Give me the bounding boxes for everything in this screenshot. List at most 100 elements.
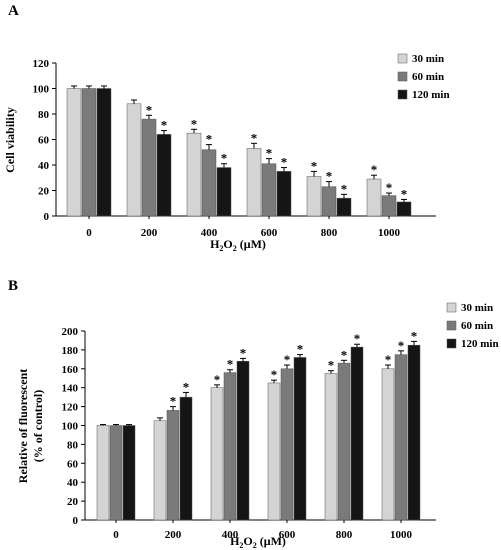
significance-star: *	[328, 358, 335, 373]
bar-60-min-200	[141, 118, 157, 217]
x-tick-label: 200	[165, 529, 182, 541]
bar-30-min-0	[96, 425, 110, 521]
y-tick-label: 200	[62, 326, 79, 338]
x-tick-label: 400	[222, 529, 239, 541]
significance-star: *	[398, 338, 405, 353]
bar-30-min-800	[306, 176, 322, 217]
bar-120-min-800	[336, 197, 352, 217]
significance-star: *	[227, 357, 234, 372]
x-tick-label: 200	[141, 227, 158, 239]
significance-star: *	[271, 367, 278, 382]
legend-swatch	[397, 71, 408, 82]
x-tick-label: 0	[113, 529, 119, 541]
legend-label: 60 min	[412, 71, 444, 83]
legend-label: 30 min	[412, 53, 444, 65]
panel-A: A 0 20 40 60 80 100 120 0 * * 200 * * * 400 * * * 600 * * * 800…	[3, 3, 450, 239]
bar-60-min-0	[109, 425, 123, 521]
significance-star: *	[401, 186, 408, 201]
x-tick-label: 0	[86, 227, 92, 239]
significance-star: *	[146, 102, 153, 117]
y-tick-label: 120	[33, 58, 50, 70]
bar-60-min-600	[261, 163, 277, 217]
bar-60-min-400	[223, 372, 237, 521]
x-axis-title: H2​O2​ (μM)	[230, 534, 286, 550]
y-tick-label: 120	[62, 402, 79, 414]
significance-star: *	[281, 155, 288, 170]
legend-label: 120 min	[461, 338, 499, 350]
legend-swatch	[446, 302, 457, 313]
bar-120-min-0	[122, 425, 136, 521]
bar-30-min-200	[126, 103, 142, 217]
y-tick-label: 100	[33, 84, 50, 96]
bar-60-min-400	[201, 149, 217, 217]
significance-star: *	[371, 162, 378, 177]
y-tick-label: 180	[62, 345, 79, 357]
y-tick-label: 20	[67, 496, 79, 508]
significance-star: *	[386, 180, 393, 195]
bar-60-min-200	[166, 410, 180, 521]
y-tick-label: 60	[67, 458, 79, 470]
significance-star: *	[206, 132, 213, 147]
legend-label: 30 min	[461, 302, 493, 314]
bar-30-min-400	[186, 132, 202, 217]
significance-star: *	[297, 342, 304, 357]
y-axis-title-line: Relative of fluorescent	[16, 369, 30, 483]
panel-label: A	[8, 3, 19, 19]
legend-swatch	[446, 338, 457, 349]
y-tick-label: 40	[67, 477, 79, 489]
bar-120-min-400	[236, 360, 250, 521]
x-tick-label: 800	[321, 227, 338, 239]
significance-star: *	[183, 379, 190, 394]
bar-30-min-1000	[366, 178, 382, 217]
significance-star: *	[354, 331, 361, 346]
legend-swatch	[446, 320, 457, 331]
legend-swatch	[397, 53, 408, 64]
legend-swatch	[397, 89, 408, 100]
bar-120-min-600	[276, 171, 292, 217]
bar-120-min-800	[350, 346, 364, 521]
bar-30-min-600	[267, 382, 281, 521]
x-axis-title: H2​O2​ (μM)	[210, 237, 266, 253]
bar-120-min-200	[156, 134, 172, 217]
y-tick-label: 0	[44, 211, 50, 223]
y-tick-label: 80	[38, 109, 50, 121]
significance-star: *	[240, 345, 247, 360]
significance-star: *	[191, 116, 198, 131]
significance-star: *	[411, 328, 418, 343]
bar-60-min-0	[81, 88, 97, 217]
bar-30-min-0	[66, 88, 82, 217]
bar-60-min-1000	[394, 354, 408, 521]
legend-label: 60 min	[461, 320, 493, 332]
bar-30-min-400	[210, 387, 224, 521]
y-tick-label: 80	[67, 439, 79, 451]
significance-star: *	[214, 372, 221, 387]
significance-star: *	[385, 352, 392, 367]
y-axis-title: Cell viability	[3, 107, 17, 173]
panel-B: B 0 20 40 60 80 100 120 140 160 180 200 0 * * 200 * * * 400…	[8, 278, 499, 541]
y-tick-label: 0	[73, 515, 79, 527]
bar-30-min-800	[324, 373, 338, 521]
y-tick-label: 140	[62, 383, 79, 395]
bar-120-min-0	[96, 88, 112, 217]
bar-60-min-1000	[381, 195, 397, 217]
y-tick-label: 20	[38, 186, 50, 198]
significance-star: *	[251, 130, 258, 145]
y-tick-label: 60	[38, 135, 50, 147]
bar-60-min-600	[280, 368, 294, 521]
bar-120-min-1000	[396, 201, 412, 217]
y-tick-label: 100	[62, 421, 79, 433]
significance-star: *	[341, 181, 348, 196]
y-axis-title-line: (% of control)	[31, 390, 45, 462]
bar-60-min-800	[321, 186, 337, 217]
significance-star: *	[284, 352, 291, 367]
x-tick-label: 1000	[378, 227, 401, 239]
panel-label: B	[8, 278, 18, 294]
bar-30-min-1000	[381, 368, 395, 521]
bar-120-min-400	[216, 167, 232, 217]
x-tick-label: 400	[201, 227, 218, 239]
bar-30-min-200	[153, 420, 167, 521]
x-tick-label: 600	[261, 227, 278, 239]
bar-30-min-600	[246, 148, 262, 217]
legend-label: 120 min	[412, 89, 450, 101]
